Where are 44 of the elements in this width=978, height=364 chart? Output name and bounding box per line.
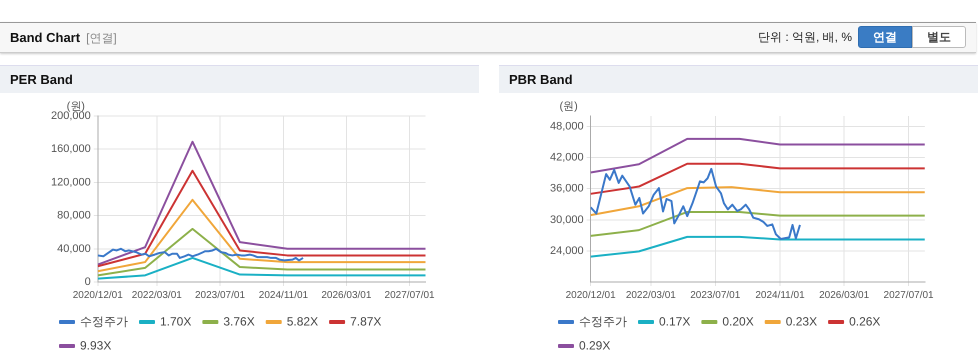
x-tick-label: 2027/07/01 xyxy=(384,290,436,301)
legend-label: 7.87X xyxy=(350,314,382,328)
x-tick-label: 2020/12/01 xyxy=(566,290,616,301)
legend-label: 수정주가 xyxy=(579,314,627,328)
chart-title: PER Band xyxy=(0,65,479,93)
y-tick-label: 42,000 xyxy=(550,152,584,164)
x-tick-label: 2022/03/01 xyxy=(626,290,676,301)
text: 단위 : 억원, 배, % xyxy=(758,28,852,46)
legend-label: 9.93X xyxy=(80,338,112,352)
text: [연결] xyxy=(86,30,117,47)
x-tick-label: 2023/07/01 xyxy=(194,290,246,301)
y-tick-label: 30,000 xyxy=(550,214,584,226)
x-tick-label: 2024/11/01 xyxy=(755,290,806,301)
y-tick-label: 80,000 xyxy=(57,210,91,222)
x-tick-label: 2027/07/01 xyxy=(884,290,934,301)
legend-label: 0.23X xyxy=(786,314,818,328)
y-tick-label: 120,000 xyxy=(50,176,91,188)
text: 별도 xyxy=(912,26,966,48)
legend-label: 0.26X xyxy=(849,314,880,328)
legend-label: 수정주가 xyxy=(80,314,128,328)
legend-label: 5.82X xyxy=(286,314,318,328)
y-tick-label: 160,000 xyxy=(50,143,91,156)
x-tick-label: 2020/12/01 xyxy=(72,290,124,301)
x-tick-label: 2026/03/01 xyxy=(321,290,372,301)
legend-label: 0.29X xyxy=(579,338,610,352)
y-axis-title: (원) xyxy=(66,100,85,113)
y-tick-label: 24,000 xyxy=(550,244,584,257)
y-axis-title: (원) xyxy=(559,100,578,113)
y-tick-label: 36,000 xyxy=(550,182,584,195)
legend-label: 0.17X xyxy=(659,314,690,328)
y-tick-label: 200,000 xyxy=(50,110,91,122)
x-tick-label: 2023/07/01 xyxy=(690,290,741,301)
legend-label: 0.20X xyxy=(722,314,754,328)
legend-label: 3.76X xyxy=(223,314,255,328)
y-tick-label: 0 xyxy=(84,276,91,288)
y-tick-label: 48,000 xyxy=(550,120,584,132)
y-tick-label: 40,000 xyxy=(57,242,91,255)
text: Band Chart xyxy=(10,30,80,45)
x-tick-label: 2024/11/01 xyxy=(258,290,309,301)
x-tick-label: 2022/03/01 xyxy=(132,290,182,301)
chart-title: PBR Band xyxy=(499,65,978,93)
text: 연결 xyxy=(858,26,912,48)
legend-label: 1.70X xyxy=(160,314,192,328)
x-tick-label: 2026/03/01 xyxy=(819,290,870,301)
